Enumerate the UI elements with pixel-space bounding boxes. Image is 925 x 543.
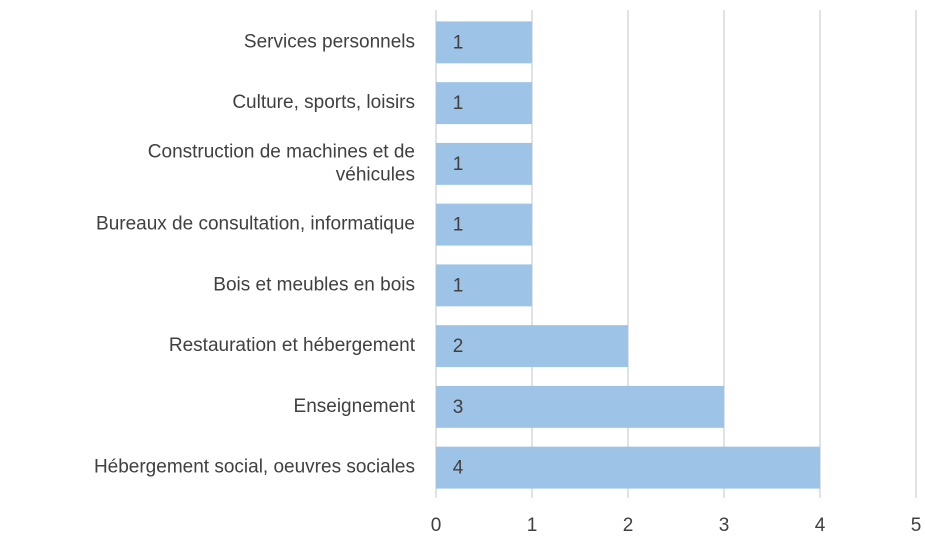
data-label: 1 (453, 32, 464, 53)
data-label: 2 (453, 336, 464, 357)
data-label: 1 (453, 154, 464, 175)
y-tick-label: Bois et meubles en bois (213, 274, 415, 295)
bar (436, 264, 532, 307)
y-tick-label: Services personnels (244, 31, 415, 52)
bar (436, 82, 532, 125)
bar (436, 203, 532, 246)
x-tick-label: 1 (527, 515, 538, 536)
bar (436, 325, 628, 368)
data-label: 1 (453, 93, 464, 114)
x-tick-label: 3 (719, 515, 730, 536)
data-label: 3 (453, 397, 464, 418)
y-tick-label: Enseignement (294, 396, 416, 417)
y-tick-label: Construction de machines et de véhicules (148, 141, 415, 185)
data-label: 4 (453, 458, 464, 479)
data-label: 1 (453, 275, 464, 296)
bar (436, 21, 532, 64)
x-tick-label: 5 (911, 515, 922, 536)
bar (436, 385, 724, 428)
y-tick-label: Hébergement social, oeuvres sociales (94, 457, 415, 478)
y-tick-label: Bureaux de consultation, informatique (96, 214, 415, 235)
x-tick-label: 2 (623, 515, 634, 536)
x-tick-label: 4 (815, 515, 826, 536)
x-tick-label: 0 (431, 515, 442, 536)
bar (436, 446, 820, 489)
bar (436, 142, 532, 185)
y-tick-label: Restauration et hébergement (169, 335, 416, 356)
y-tick-label: Culture, sports, loisirs (232, 92, 415, 113)
data-label: 1 (453, 215, 464, 236)
